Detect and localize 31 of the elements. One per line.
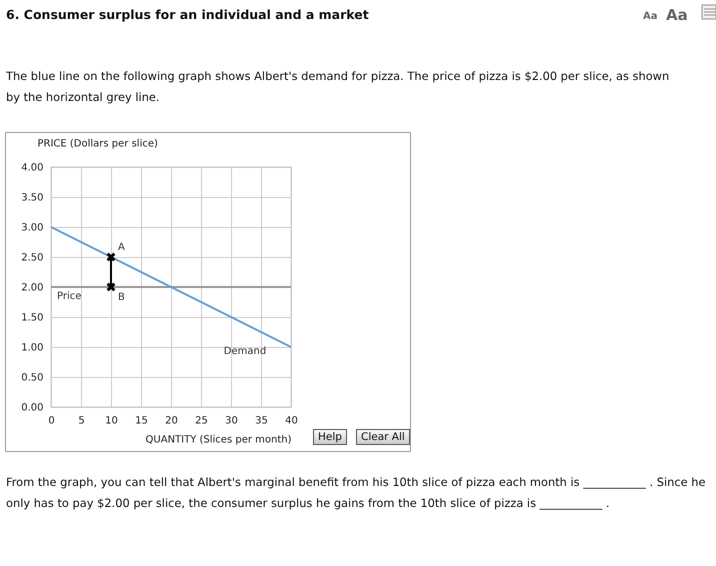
x-tick-label: 20	[165, 416, 178, 426]
x-tick-label: 15	[135, 416, 148, 426]
ref-line-label: Price	[57, 291, 82, 302]
x-tick-label: 40	[285, 416, 298, 426]
y-tick-label: 1.50	[21, 312, 44, 324]
y-tick-label: 0.50	[21, 372, 44, 384]
text: Clear All	[356, 429, 410, 445]
x-tick-label: 25	[195, 416, 208, 426]
x-tick-label: 5	[78, 416, 85, 426]
x-axis-title: QUANTITY (Slices per month)	[146, 434, 292, 446]
y-tick-label: 0.00	[21, 402, 44, 414]
x-tick-label: 0	[48, 416, 55, 426]
y-tick-label: 3.50	[21, 192, 44, 204]
annotation: A	[118, 242, 125, 253]
x-tick-label: 10	[105, 416, 118, 426]
y-tick-label: 1.00	[21, 342, 44, 354]
y-tick-label: 4.00	[21, 162, 44, 174]
text: Help	[313, 429, 347, 445]
series-label: Demand	[224, 346, 266, 357]
text: The blue line on the following graph shows Albert's demand for pizza. The price of pizza is $2.00 per slice, as shown by the horizontal grey line.	[6, 68, 670, 106]
y-tick-label: 2.50	[21, 252, 44, 264]
y-tick-label: 2.00	[21, 282, 44, 294]
y-axis-title: PRICE (Dollars per slice)	[38, 138, 158, 150]
x-tick-label: 35	[255, 416, 268, 426]
x-tick-label: 30	[225, 416, 238, 426]
annotation: B	[118, 292, 125, 303]
text: Aa	[666, 6, 688, 24]
text: From the graph, you can tell that Albert's marginal benefit from his 10th slice of pizza each month is ___________ . Since he only has to pay $2.00 per slice, the consumer surplus he gains from the 10th slice of pizza is ___________ .	[6, 474, 706, 512]
text: Aa	[643, 11, 658, 22]
chart-title: 6. Consumer surplus for an individual and a market	[6, 7, 369, 22]
y-tick-label: 3.00	[21, 222, 44, 234]
